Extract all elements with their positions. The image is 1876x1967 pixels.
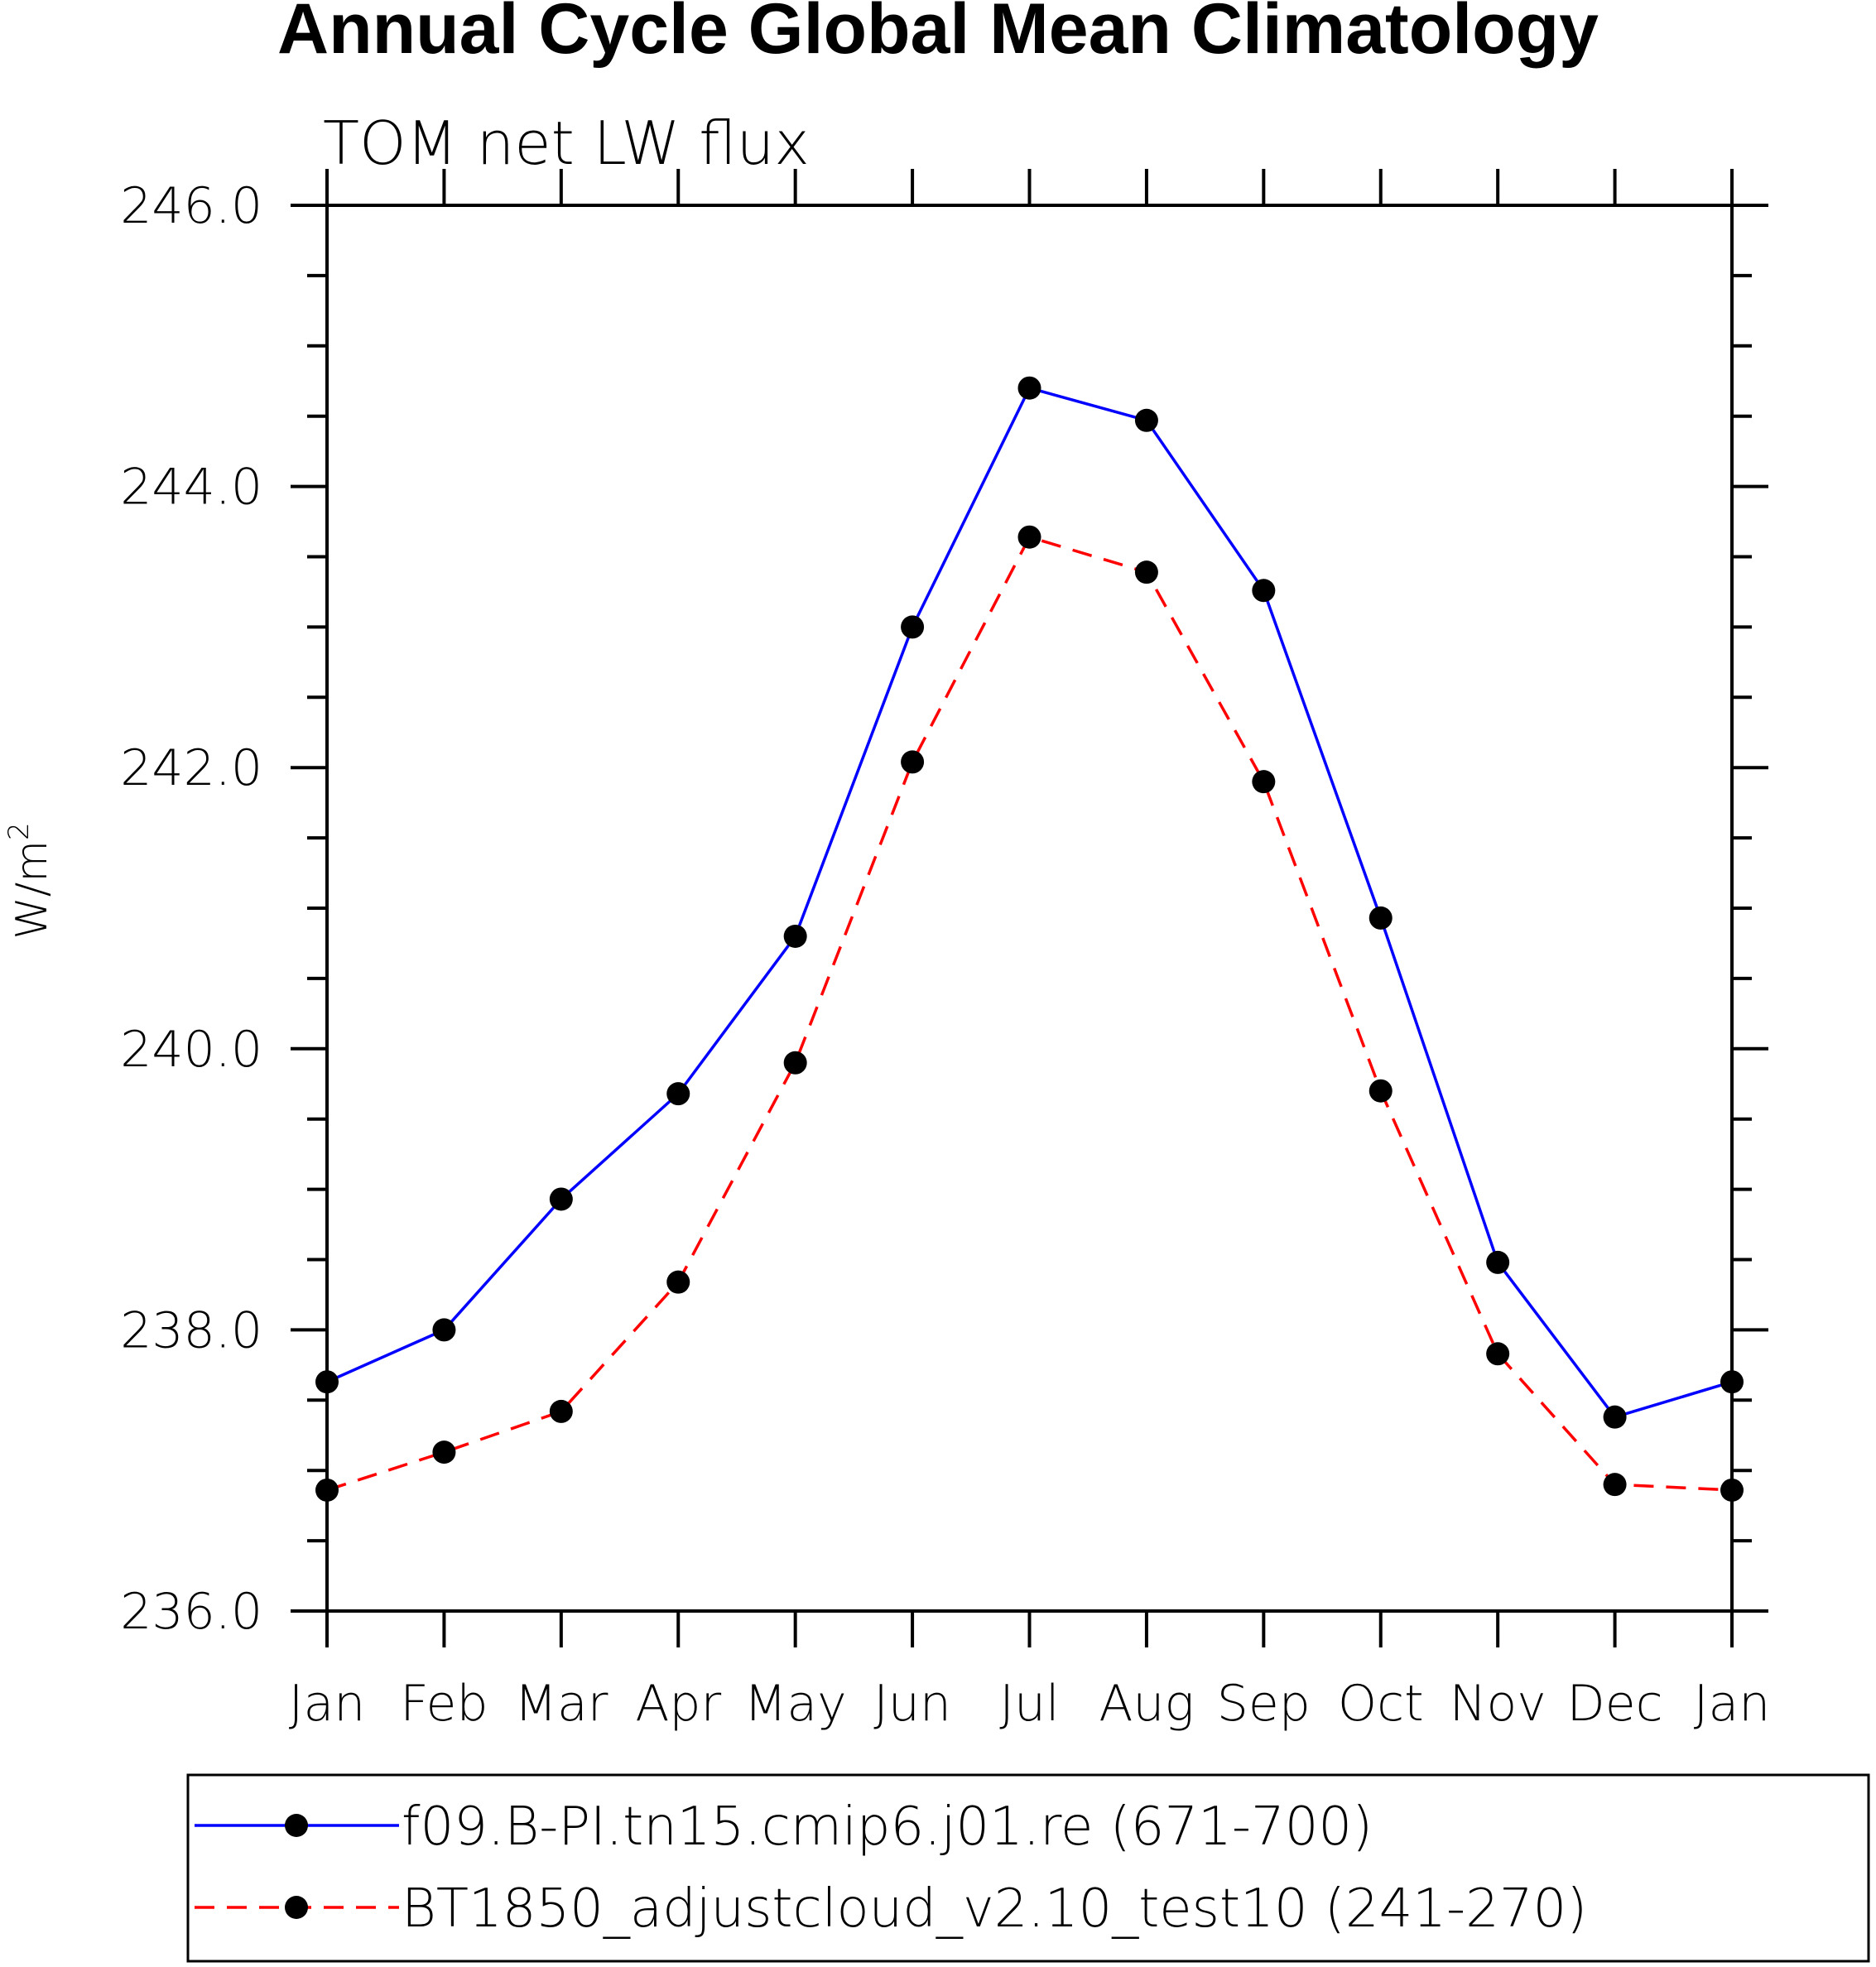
y-tick-label: 238.0 <box>120 1301 262 1359</box>
data-point <box>666 1082 690 1106</box>
data-point <box>1017 376 1041 400</box>
y-axis-label-superscript: 2 <box>2 822 36 840</box>
y-tick-label: 236.0 <box>120 1583 262 1641</box>
x-tick-label: Dec <box>1567 1675 1663 1733</box>
data-point <box>315 1370 339 1394</box>
data-point <box>1252 770 1276 794</box>
series-line-1 <box>326 535 1733 1492</box>
y-tick-label: 242.0 <box>120 739 262 797</box>
data-point <box>1017 525 1041 549</box>
x-tick-label: Jan <box>289 1675 366 1733</box>
data-point <box>1134 408 1158 432</box>
chart-subtitle: TOM net LW flux <box>323 108 810 178</box>
y-axis-label-text: W/m <box>7 840 57 940</box>
x-tick-label: Jan <box>1694 1675 1771 1733</box>
chart-title: Annual Cycle Global Mean Climatology <box>277 0 1599 69</box>
legend-marker-1 <box>285 1896 308 1919</box>
data-point <box>549 1399 573 1423</box>
data-point <box>901 615 925 639</box>
data-point <box>1369 1079 1393 1103</box>
y-axis-label: W/m2 <box>2 822 57 939</box>
x-tick-label: Oct <box>1338 1675 1424 1733</box>
data-point <box>1369 906 1393 930</box>
data-point <box>315 1478 339 1502</box>
x-tick-label: Mar <box>514 1675 608 1733</box>
x-tick-label: Aug <box>1099 1675 1194 1733</box>
legend-marker-0 <box>285 1814 308 1837</box>
data-point <box>1486 1250 1510 1274</box>
legend-entry-0: f09.B-PI.tn15.cmip6.j01.re (671-700) <box>195 1796 1373 1858</box>
x-tick-label: Jun <box>873 1675 951 1733</box>
x-tick-label: Nov <box>1450 1675 1546 1733</box>
series-0 <box>315 376 1744 1429</box>
plot-frame <box>325 204 1734 1613</box>
y-tick-label: 246.0 <box>120 177 262 235</box>
series-1 <box>315 525 1744 1502</box>
data-point <box>432 1440 456 1464</box>
data-point <box>783 1051 807 1075</box>
data-point <box>666 1270 690 1294</box>
legend: f09.B-PI.tn15.cmip6.j01.re (671-700) BT1… <box>186 1773 1870 1963</box>
x-tick-label: Jul <box>999 1675 1059 1733</box>
x-tick-label: May <box>744 1675 847 1733</box>
x-tick-label: Apr <box>635 1675 721 1733</box>
series-layer <box>315 376 1744 1502</box>
x-tick-label: Feb <box>400 1675 488 1733</box>
data-point <box>1486 1342 1510 1366</box>
axes: Jan Feb Mar Apr May Jun Jul Aug Sep Oct Nov Dec Jan 2… <box>120 169 1770 1733</box>
data-point <box>1134 560 1158 584</box>
legend-box <box>186 1773 1870 1963</box>
y-tick-label: 240.0 <box>120 1021 262 1079</box>
data-point <box>901 750 925 774</box>
data-point <box>1720 1478 1744 1502</box>
x-tick-label: Sep <box>1217 1675 1311 1733</box>
legend-entry-1: BT1850_adjustcloud_v2.10_test10 (241-270… <box>195 1878 1587 1940</box>
data-point <box>1603 1405 1627 1429</box>
data-point <box>1603 1473 1627 1497</box>
data-point <box>549 1187 573 1211</box>
y-tick-label: 244.0 <box>120 459 262 517</box>
data-point <box>783 924 807 948</box>
legend-label-1: BT1850_adjustcloud_v2.10_test10 (241-270… <box>402 1878 1587 1940</box>
legend-label-0: f09.B-PI.tn15.cmip6.j01.re (671-700) <box>402 1796 1373 1858</box>
data-point <box>1252 579 1276 603</box>
data-point <box>1720 1370 1744 1394</box>
data-point <box>432 1318 456 1342</box>
